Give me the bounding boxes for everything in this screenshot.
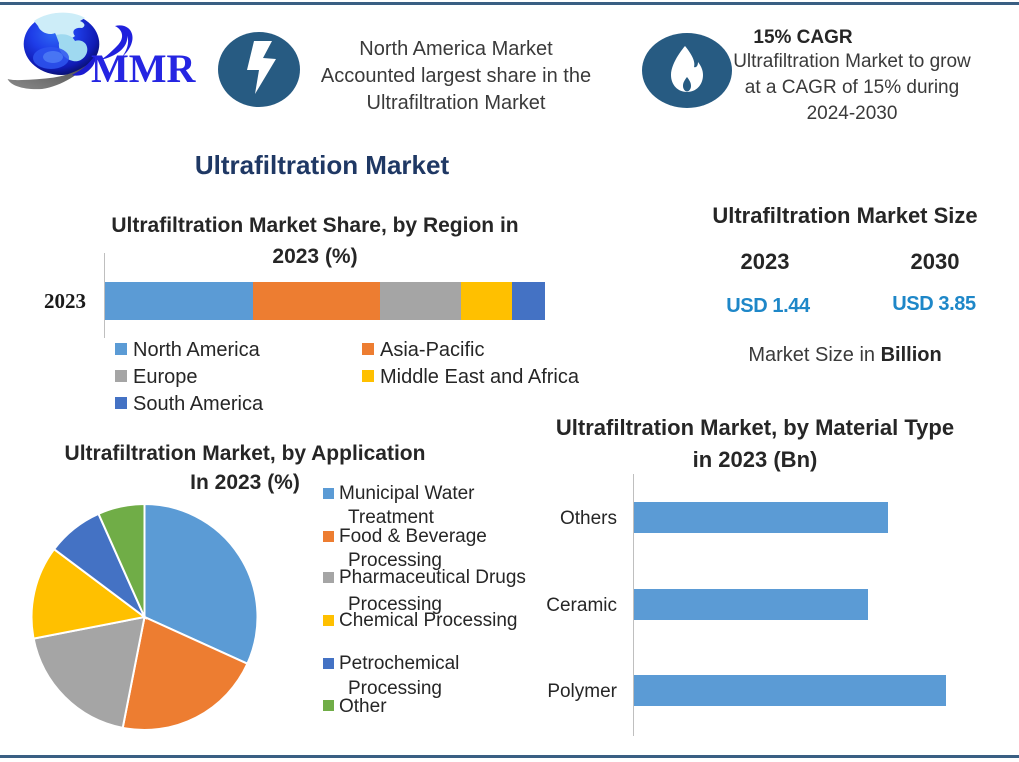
svg-text:MMR: MMR <box>91 46 197 91</box>
